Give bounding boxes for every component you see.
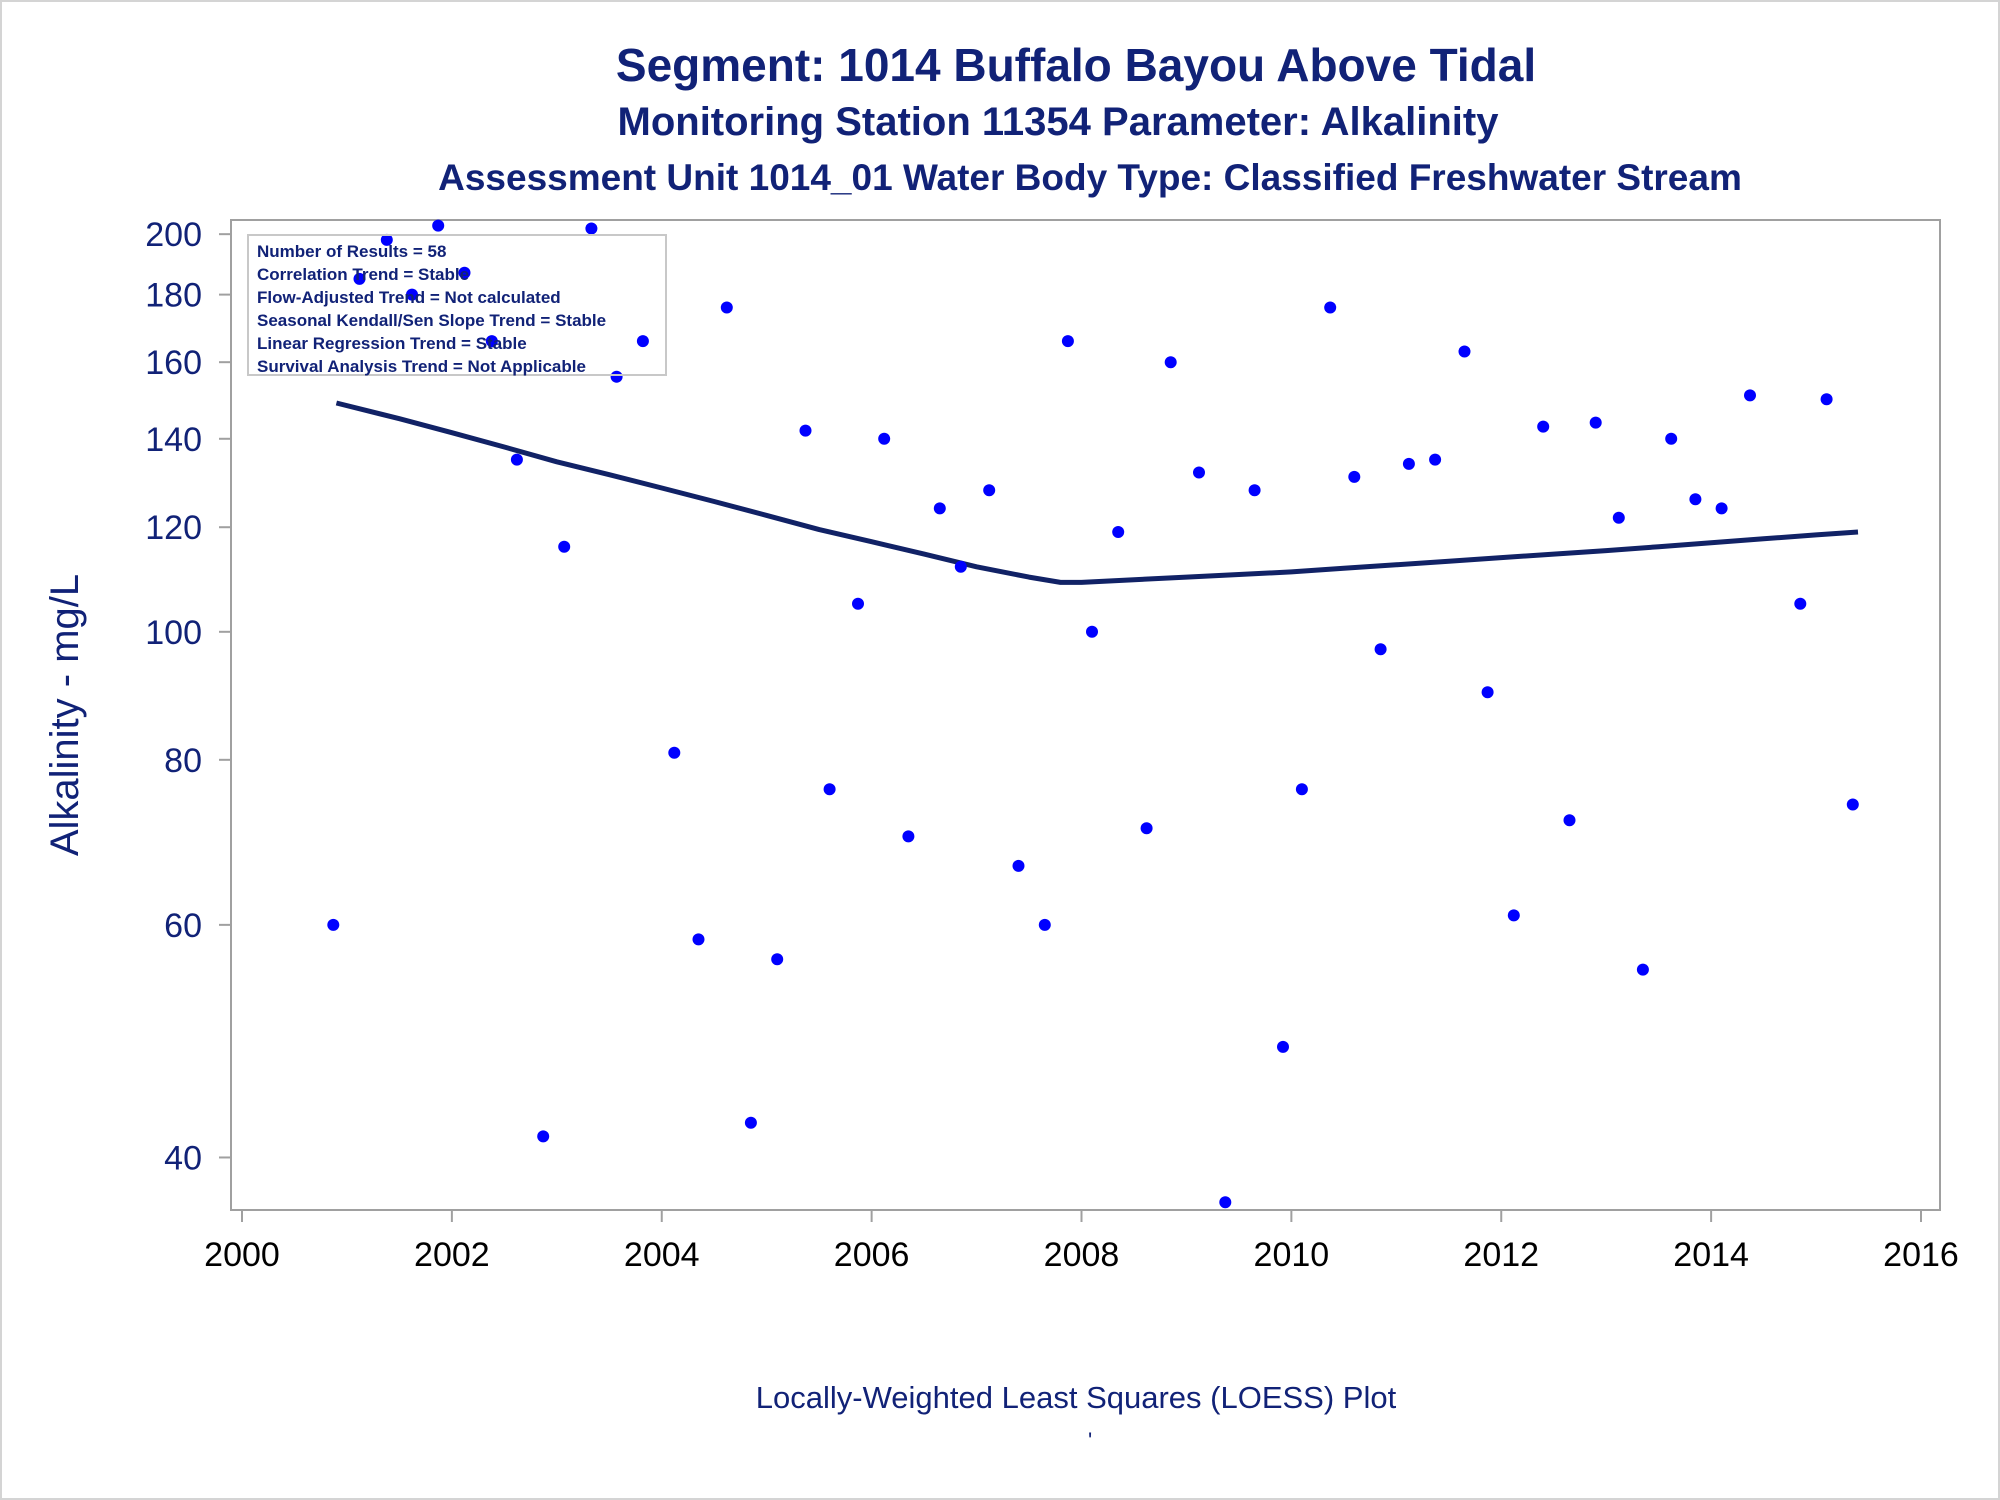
- loess-curve: [335, 400, 1859, 585]
- footnote-mark: ': [1088, 1428, 1093, 1453]
- y-tick-label: 60: [164, 907, 202, 945]
- data-point: [327, 918, 340, 931]
- y-tick-label: 120: [145, 509, 202, 547]
- data-point: [1820, 393, 1833, 406]
- data-point: [1846, 798, 1859, 811]
- info-line-results: Number of Results = 58: [257, 242, 447, 261]
- data-point: [1612, 511, 1625, 524]
- y-tick-label: 80: [164, 742, 202, 780]
- data-point: [1193, 466, 1205, 479]
- data-point: [558, 540, 571, 553]
- data-point: [1589, 416, 1602, 429]
- x-tick-label: 2016: [1883, 1236, 1959, 1274]
- data-point: [852, 597, 864, 610]
- info-line-seasonal-kendall: Seasonal Kendall/Sen Slope Trend = Stabl…: [257, 311, 607, 330]
- data-point: [878, 432, 891, 445]
- data-point: [902, 830, 915, 843]
- data-point: [1507, 909, 1520, 922]
- y-tick-label: 160: [145, 344, 202, 382]
- data-point: [380, 233, 393, 246]
- data-point: [823, 783, 836, 796]
- data-point: [485, 335, 498, 348]
- y-axis: 40 60 80 100 120 140 160 180 200: [145, 216, 231, 1177]
- chart-title: Segment: 1014 Buffalo Bayou Above Tidal: [615, 39, 1537, 91]
- x-tick-label: 2006: [834, 1236, 910, 1274]
- data-point: [1112, 526, 1125, 538]
- data-point: [799, 424, 812, 437]
- data-point: [983, 484, 996, 497]
- data-point: [1277, 1040, 1289, 1053]
- data-point: [692, 933, 705, 946]
- x-tick-label: 2014: [1673, 1236, 1749, 1274]
- x-axis: 2000 2002 2004 2006 2008 2010 2012 2014 2016: [204, 1209, 1959, 1274]
- data-point: [1086, 625, 1098, 638]
- x-tick-label: 2008: [1044, 1236, 1120, 1274]
- data-point: [432, 219, 445, 232]
- trend-summary-box: Number of Results = 58 Correlation Trend…: [247, 234, 667, 376]
- data-point: [1348, 470, 1361, 483]
- data-point: [1012, 859, 1025, 872]
- data-point: [1744, 389, 1756, 402]
- data-point: [954, 560, 967, 573]
- data-point: [1636, 963, 1649, 976]
- data-point: [1563, 814, 1576, 827]
- info-line-linear-regression: Linear Regression Trend = Stable: [257, 334, 527, 353]
- info-line-survival: Survival Analysis Trend = Not Applicable: [257, 357, 586, 376]
- data-point: [1061, 335, 1074, 348]
- data-point: [1295, 783, 1308, 796]
- data-point: [537, 1130, 550, 1143]
- data-point: [1458, 345, 1471, 358]
- y-tick-label: 180: [145, 277, 202, 315]
- y-axis-label: Alkalinity - mg/L: [43, 574, 87, 856]
- data-point: [1665, 432, 1678, 445]
- data-point: [720, 301, 733, 314]
- data-point: [458, 266, 471, 279]
- data-point: [1481, 686, 1494, 699]
- data-point: [1219, 1196, 1232, 1209]
- data-point: [933, 502, 946, 515]
- y-tick-label: 100: [145, 614, 202, 652]
- x-tick-label: 2012: [1463, 1236, 1539, 1274]
- info-line-correlation: Correlation Trend = Stable: [257, 265, 470, 284]
- data-point: [406, 288, 418, 301]
- data-point: [1689, 493, 1702, 506]
- x-tick-label: 2010: [1254, 1236, 1330, 1274]
- chart-subtitle-assessment: Assessment Unit 1014_01 Water Body Type:…: [438, 157, 1742, 198]
- data-point: [1429, 453, 1442, 466]
- data-point: [1537, 420, 1550, 433]
- data-point: [668, 746, 681, 759]
- data-point: [1794, 597, 1807, 610]
- info-line-flow-adjusted: Flow-Adjusted Trend = Not calculated: [257, 288, 561, 307]
- chart-subtitle-station: Monitoring Station 11354 Parameter: Alka…: [617, 100, 1499, 144]
- data-point: [585, 222, 598, 235]
- y-tick-label: 200: [145, 216, 202, 254]
- x-tick-label: 2004: [624, 1236, 700, 1274]
- data-point: [636, 335, 649, 348]
- data-point: [610, 370, 623, 383]
- data-point: [1402, 457, 1415, 470]
- data-point: [1324, 301, 1337, 314]
- data-point: [1164, 356, 1177, 369]
- x-tick-label: 2000: [204, 1236, 280, 1274]
- data-point: [510, 453, 523, 466]
- chart-footnote: Locally-Weighted Least Squares (LOESS) P…: [755, 1380, 1397, 1415]
- data-points: [327, 219, 1859, 1209]
- data-point: [1374, 643, 1387, 656]
- data-point: [1248, 484, 1261, 497]
- data-point: [771, 953, 784, 966]
- data-point: [1715, 502, 1728, 515]
- data-point: [744, 1116, 757, 1129]
- data-point: [1140, 822, 1153, 835]
- data-point: [353, 272, 366, 285]
- y-tick-label: 40: [164, 1139, 202, 1177]
- x-tick-label: 2002: [414, 1236, 490, 1274]
- data-point: [1038, 918, 1051, 931]
- y-tick-label: 140: [145, 421, 202, 459]
